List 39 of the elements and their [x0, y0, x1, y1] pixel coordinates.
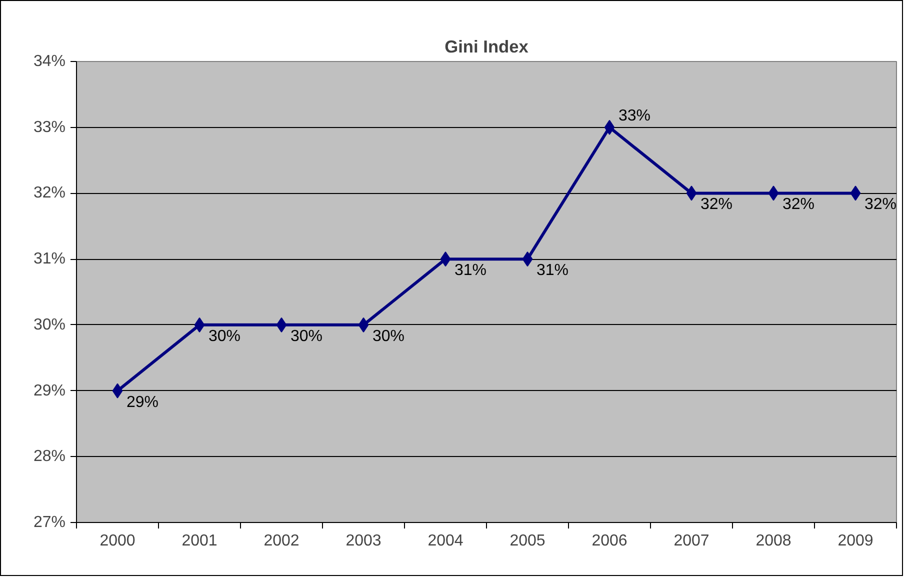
point [686, 186, 697, 201]
point [522, 252, 533, 267]
point [440, 252, 451, 267]
point [604, 120, 615, 135]
x-tick-label: 2009 [838, 532, 874, 550]
x-tick-label: 2004 [428, 532, 464, 550]
y-tick-label: 27% [33, 514, 66, 531]
chart-title: Gini Index [444, 36, 529, 56]
x-tick-label: 2000 [100, 532, 136, 550]
point [112, 383, 123, 398]
y-tick-label: 32% [33, 184, 66, 202]
x-tick-label: 2005 [510, 532, 546, 550]
y-tick-label: 33% [33, 118, 66, 136]
x-tick-label: 2002 [264, 532, 300, 550]
y-tick-label: 28% [33, 448, 66, 466]
x-tick-label: 2006 [592, 532, 628, 550]
data-label: 30% [290, 328, 323, 345]
data-label: 29% [126, 394, 159, 411]
y-tick-label: 29% [33, 382, 66, 400]
point [194, 317, 205, 332]
x-tick-label: 2001 [182, 532, 218, 550]
data-label: 32% [700, 196, 733, 214]
y-tick-label: 30% [33, 316, 66, 334]
y-tick-label: 31% [33, 250, 66, 268]
x-tick-label: 2008 [756, 532, 792, 550]
data-label: 30% [208, 328, 241, 345]
x-tick-label: 2007 [674, 532, 710, 550]
point [276, 317, 287, 332]
data-label: 32% [782, 196, 815, 214]
data-label: 33% [618, 107, 651, 124]
y-tick-label: 34% [33, 53, 66, 70]
point [358, 317, 369, 332]
point [850, 186, 861, 201]
x-tick-label: 2003 [346, 532, 382, 550]
data-label: 30% [372, 328, 405, 345]
data-label: 31% [454, 262, 487, 280]
data-label: 32% [864, 196, 897, 214]
data-label: 31% [536, 262, 569, 280]
point [768, 186, 779, 201]
